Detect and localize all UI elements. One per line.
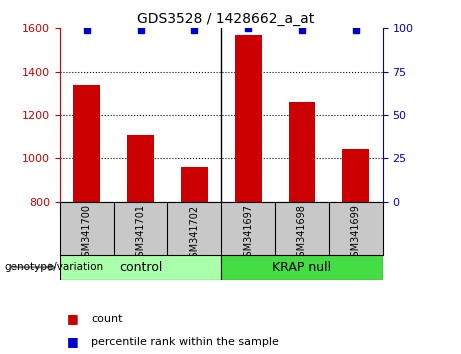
Bar (221, 255, 383, 280)
Text: GSM341699: GSM341699 (351, 204, 361, 263)
Text: ■: ■ (67, 336, 78, 348)
Text: genotype/variation: genotype/variation (5, 262, 104, 272)
Text: GSM341701: GSM341701 (136, 204, 146, 263)
Text: control: control (119, 261, 162, 274)
Text: ■: ■ (67, 312, 78, 325)
Text: GSM341697: GSM341697 (243, 204, 253, 263)
Text: KRAP null: KRAP null (272, 261, 331, 274)
Text: percentile rank within the sample: percentile rank within the sample (91, 337, 279, 347)
Bar (342, 149, 369, 202)
Text: count: count (91, 314, 123, 324)
Bar (181, 167, 208, 202)
Text: GSM341702: GSM341702 (189, 204, 200, 264)
Bar (73, 85, 100, 202)
Bar (235, 35, 261, 202)
Text: GSM341700: GSM341700 (82, 204, 92, 263)
Bar (60, 255, 221, 280)
Bar (127, 135, 154, 202)
Text: GDS3528 / 1428662_a_at: GDS3528 / 1428662_a_at (137, 12, 314, 27)
Bar (289, 102, 315, 202)
Text: GSM341698: GSM341698 (297, 204, 307, 263)
